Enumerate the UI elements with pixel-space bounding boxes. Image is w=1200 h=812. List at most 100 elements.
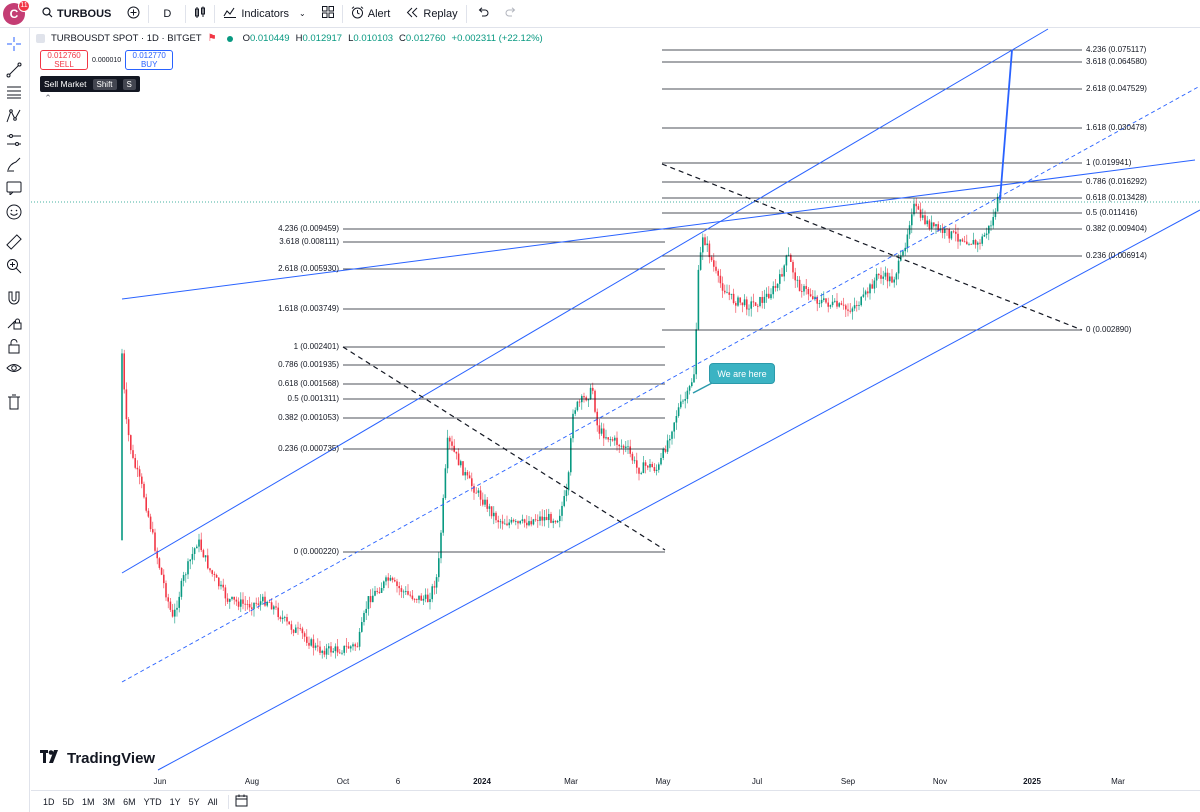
time-axis-label: Jul xyxy=(751,777,763,786)
range-button-1y[interactable]: 1Y xyxy=(169,796,181,807)
candle-body xyxy=(770,294,772,299)
candle-body xyxy=(409,594,411,596)
candle-body xyxy=(174,609,176,617)
sell-button[interactable]: 0.012760 SELL xyxy=(40,50,88,70)
downtrend-dashed-line-1 xyxy=(342,346,666,551)
collapse-chevron-icon[interactable]: ⌃ xyxy=(44,93,52,103)
interval-button[interactable]: D xyxy=(149,0,185,28)
fib-left-label: 0.5 (0.001311) xyxy=(287,394,339,403)
candle-body xyxy=(435,577,438,588)
fib-icon[interactable] xyxy=(4,82,24,102)
candle-body xyxy=(123,353,125,390)
emoji-icon[interactable] xyxy=(4,202,24,222)
candle-body xyxy=(589,387,592,400)
candle-body xyxy=(163,574,165,584)
range-button-5y[interactable]: 5Y xyxy=(188,796,200,807)
replay-button[interactable]: Replay xyxy=(398,0,465,28)
lock-drawing-icon[interactable] xyxy=(4,312,24,332)
range-button-all[interactable]: All xyxy=(207,796,218,807)
symbol-search[interactable]: TURBOUS xyxy=(34,0,119,28)
candle-body xyxy=(805,286,807,289)
candle-body xyxy=(856,305,858,307)
candle-body xyxy=(570,438,572,473)
candle-body xyxy=(836,300,838,307)
chart-type-button[interactable] xyxy=(186,0,214,28)
legend-title[interactable]: TURBOUSDT SPOT · 1D · BITGET xyxy=(51,33,202,44)
trash-icon[interactable] xyxy=(4,392,24,412)
candle-body xyxy=(684,399,686,401)
alert-label: Alert xyxy=(367,7,391,20)
range-button-6m[interactable]: 6M xyxy=(123,796,136,807)
candle-body xyxy=(638,467,640,474)
candle-body xyxy=(253,602,255,609)
candle-body xyxy=(211,570,213,574)
candle-body xyxy=(244,603,246,605)
candle-body xyxy=(649,463,651,468)
candle-body xyxy=(620,445,623,447)
trendline-icon[interactable] xyxy=(4,60,24,80)
brush-icon[interactable] xyxy=(4,154,24,174)
candle-body xyxy=(376,590,378,592)
lock-icon[interactable] xyxy=(4,336,24,356)
candles-group xyxy=(121,191,1001,660)
candle-body xyxy=(185,574,187,576)
candle-body xyxy=(541,516,543,521)
range-button-5d[interactable]: 5D xyxy=(62,796,75,807)
candle-body xyxy=(471,478,473,486)
candle-body xyxy=(605,437,607,439)
candle-body xyxy=(790,254,792,262)
candle-body xyxy=(574,410,576,414)
alert-button[interactable]: Alert xyxy=(343,0,399,28)
candle-body xyxy=(279,617,282,620)
range-button-1m[interactable]: 1M xyxy=(82,796,95,807)
account-area[interactable]: C 11 xyxy=(0,0,34,28)
time-axis-label: 2024 xyxy=(473,777,491,786)
compare-button[interactable] xyxy=(119,0,148,28)
candle-body xyxy=(807,288,810,295)
layouts-button[interactable] xyxy=(314,0,342,28)
date-range-calendar-icon[interactable] xyxy=(235,794,248,809)
candle-body xyxy=(317,645,319,647)
candle-body xyxy=(345,645,348,647)
candle-body xyxy=(600,428,603,434)
prediction-icon[interactable] xyxy=(4,130,24,150)
logo-text: TradingView xyxy=(67,750,156,767)
fib-right-label: 0 (0.002890) xyxy=(1086,325,1132,334)
range-button-ytd[interactable]: YTD xyxy=(143,796,162,807)
candle-body xyxy=(396,581,398,587)
candle-body xyxy=(823,298,825,300)
candle-body xyxy=(847,309,849,311)
magnet-icon[interactable] xyxy=(4,288,24,308)
indicators-icon xyxy=(223,6,237,21)
pattern-icon[interactable] xyxy=(4,106,24,126)
candle-body xyxy=(200,539,202,551)
spread-value: 0.000010 xyxy=(92,56,122,64)
ruler-icon[interactable] xyxy=(4,232,24,252)
crosshair-icon[interactable] xyxy=(4,34,24,54)
candle-body xyxy=(640,473,642,474)
text-icon[interactable] xyxy=(4,178,24,198)
eye-icon[interactable] xyxy=(4,358,24,378)
candle-body xyxy=(563,496,565,506)
candle-body xyxy=(438,558,440,578)
undo-button[interactable] xyxy=(467,0,499,28)
candle-body xyxy=(875,273,878,281)
flag-icon[interactable]: ⚑ xyxy=(207,33,217,44)
we-are-here-callout[interactable]: We are here xyxy=(709,363,775,384)
candle-body xyxy=(673,422,675,432)
range-button-3m[interactable]: 3M xyxy=(102,796,116,807)
buy-button[interactable]: 0.012770 BUY xyxy=(125,50,174,70)
indicators-button[interactable]: Indicators ⌄ xyxy=(215,0,313,28)
candle-body xyxy=(209,568,211,571)
candle-body xyxy=(424,594,427,599)
redo-button[interactable] xyxy=(499,0,523,28)
candle-body xyxy=(495,512,497,521)
candle-body xyxy=(820,299,823,304)
candle-body xyxy=(968,243,970,245)
top-toolbar: C 11 TURBOUS D Indicators ⌄ Aler xyxy=(0,0,1200,28)
candle-body xyxy=(985,233,988,235)
range-button-1d[interactable]: 1D xyxy=(43,796,55,807)
zoom-icon[interactable] xyxy=(4,256,24,276)
candle-body xyxy=(297,627,299,629)
